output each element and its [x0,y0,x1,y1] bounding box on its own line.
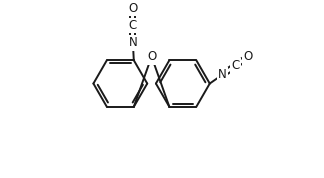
Text: O: O [244,50,253,63]
Text: N: N [218,68,227,81]
Text: O: O [128,2,138,15]
Text: O: O [147,50,156,63]
Text: N: N [129,36,137,49]
Text: C: C [231,59,239,72]
Text: C: C [129,19,137,32]
